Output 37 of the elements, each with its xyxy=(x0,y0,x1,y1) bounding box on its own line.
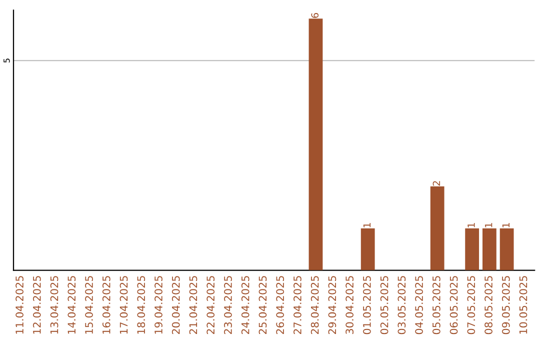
data-label: 1 xyxy=(485,223,492,228)
x-tick-label: 27.04.2025 xyxy=(294,276,302,334)
x-tick-label: 10.05.2025 xyxy=(519,276,528,334)
x-tick-label: 03.05.2025 xyxy=(398,276,406,334)
x-tick-label: 02.05.2025 xyxy=(380,276,388,334)
x-tick-label: 30.04.2025 xyxy=(346,276,354,334)
x-tick-label: 04.05.2025 xyxy=(415,276,423,334)
x-tick-label: 22.04.2025 xyxy=(206,276,215,334)
x-tick-label: 12.04.2025 xyxy=(32,276,41,334)
x-tick-label: 26.04.2025 xyxy=(276,276,284,334)
x-tick-label: 06.05.2025 xyxy=(450,276,458,334)
x-tick-label: 11.04.2025 xyxy=(16,276,24,334)
x-tick-label: 01.05.2025 xyxy=(362,276,371,334)
x-tick-label: 09.05.2025 xyxy=(502,276,510,334)
x-tick-label: 25.04.2025 xyxy=(258,276,267,334)
x-tick-label: 23.04.2025 xyxy=(224,276,232,334)
data-label: 6 xyxy=(311,13,319,18)
x-tick-label: 29.04.2025 xyxy=(328,276,336,334)
x-tick-label: 13.04.2025 xyxy=(50,276,58,334)
x-tick-label: 17.04.2025 xyxy=(120,276,128,334)
x-tick-label: 21.04.2025 xyxy=(189,276,198,334)
x-tick-label: 14.04.2025 xyxy=(68,276,76,334)
ref-line-label: 5 xyxy=(4,58,10,63)
x-tick-label: 07.05.2025 xyxy=(467,276,476,334)
x-tick-label: 05.05.2025 xyxy=(432,276,440,334)
x-tick-label: 24.04.2025 xyxy=(241,276,250,334)
data-label: 2 xyxy=(432,181,440,186)
x-tick-label: 19.04.2025 xyxy=(154,276,162,334)
data-label: 1 xyxy=(468,223,475,228)
x-tick-label: 08.05.2025 xyxy=(484,276,492,334)
x-tick-label: 28.04.2025 xyxy=(310,276,319,334)
x-tick-label: 16.04.2025 xyxy=(102,276,110,334)
x-tick-label: 15.04.2025 xyxy=(85,276,93,334)
data-label: 1 xyxy=(502,223,510,228)
x-tick-label: 20.04.2025 xyxy=(172,276,180,334)
data-label: 1 xyxy=(363,223,371,228)
x-tick-label: 18.04.2025 xyxy=(137,276,146,334)
